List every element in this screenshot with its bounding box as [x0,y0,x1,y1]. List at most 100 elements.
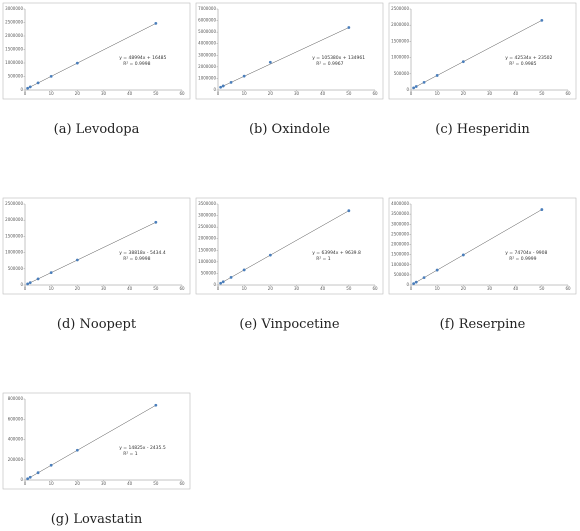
caption: (b) Oxindole [249,122,330,137]
trend-line [220,210,349,284]
y-tick-label: 1000000 [198,259,216,264]
trend-line [27,405,156,480]
data-point [36,277,40,281]
x-tick-label: 50 [346,91,352,96]
data-point [49,463,53,467]
data-point [36,471,40,475]
data-point [26,282,30,286]
trend-line [27,23,156,89]
y-tick-label: 600000 [8,416,24,421]
r-squared: R² = 1 [316,256,331,262]
x-tick-label: 0 [410,286,413,291]
x-tick-label: 30 [487,286,493,291]
x-tick-label: 60 [565,286,571,291]
x-tick-label: 20 [75,481,81,486]
y-tick-label: 3000000 [5,6,23,11]
chart-frame [2,2,191,100]
x-tick-label: 0 [24,481,27,486]
data-point [49,74,53,78]
x-tick-label: 40 [127,91,133,96]
y-tick-label: 2000000 [391,242,409,247]
x-tick-label: 20 [75,91,81,96]
data-point [414,280,418,284]
y-tick-label: 2000000 [5,33,23,38]
data-point [422,80,426,84]
y-tick-label: 0 [406,282,409,287]
chart-frame [195,2,384,100]
data-point [154,22,158,25]
r-squared: R² = 0.9967 [316,61,343,67]
y-tick-label: 3500000 [198,201,216,206]
data-point [412,86,416,90]
chart-frame [2,392,191,490]
r-squared: R² = 0.9985 [509,61,536,67]
y-tick-label: 6000000 [198,18,216,23]
caption: (f) Reserpine [440,317,526,332]
x-tick-label: 0 [24,286,27,291]
y-tick-label: 2000000 [5,217,23,222]
x-tick-label: 0 [24,91,27,96]
x-tick-label: 50 [153,286,159,291]
trend-line [413,20,542,89]
y-tick-label: 500000 [394,71,410,76]
y-tick-label: 0 [406,87,409,92]
data-point [229,275,233,279]
data-point [422,276,426,280]
data-point [36,81,40,85]
y-tick-label: 500000 [394,272,410,277]
data-point [461,253,465,257]
x-tick-label: 30 [487,91,493,96]
x-tick-label: 0 [217,286,220,291]
chart-frame [2,197,191,295]
equation: y = 105380x + 134961 [312,55,365,61]
data-point [75,61,79,65]
data-point [268,253,272,257]
data-point [347,209,351,213]
r-squared: R² = 1 [123,451,138,457]
y-tick-label: 1000000 [198,75,216,80]
data-point [221,280,225,284]
y-tick-label: 2000000 [198,236,216,241]
data-point [347,26,351,29]
x-tick-label: 0 [410,91,413,96]
data-point [28,85,32,89]
y-tick-label: 1500000 [198,247,216,252]
data-point [219,85,223,89]
data-point [242,74,246,78]
data-point [26,86,30,90]
x-tick-label: 40 [513,91,519,96]
x-tick-label: 10 [49,481,55,486]
data-point [412,282,416,286]
y-tick-label: 0 [213,87,216,92]
data-point [435,268,439,272]
x-tick-label: 60 [372,286,378,291]
x-tick-label: 50 [539,286,545,291]
y-tick-label: 1000000 [5,60,23,65]
x-tick-label: 20 [268,286,274,291]
x-tick-label: 30 [101,481,107,486]
y-tick-label: 3000000 [198,52,216,57]
y-tick-label: 3000000 [391,221,409,226]
y-tick-label: 500000 [8,74,24,79]
y-tick-label: 4000000 [391,201,409,206]
x-tick-label: 40 [320,91,326,96]
y-tick-label: 5000000 [198,29,216,34]
x-tick-label: 10 [435,286,441,291]
trend-line [27,222,156,285]
data-point [540,208,544,211]
y-tick-label: 2000000 [391,22,409,27]
y-tick-label: 0 [20,282,23,287]
data-point [268,60,272,64]
y-tick-label: 2500000 [5,20,23,25]
x-tick-label: 10 [49,91,55,96]
caption: (a) Levodopa [54,122,140,137]
x-tick-label: 60 [179,481,185,486]
x-tick-label: 10 [242,91,248,96]
data-point [75,448,79,452]
data-point [242,268,246,272]
chart-frame [388,2,577,100]
x-tick-label: 20 [75,286,81,291]
data-point [229,80,233,84]
y-tick-label: 0 [20,87,23,92]
y-tick-label: 0 [213,282,216,287]
